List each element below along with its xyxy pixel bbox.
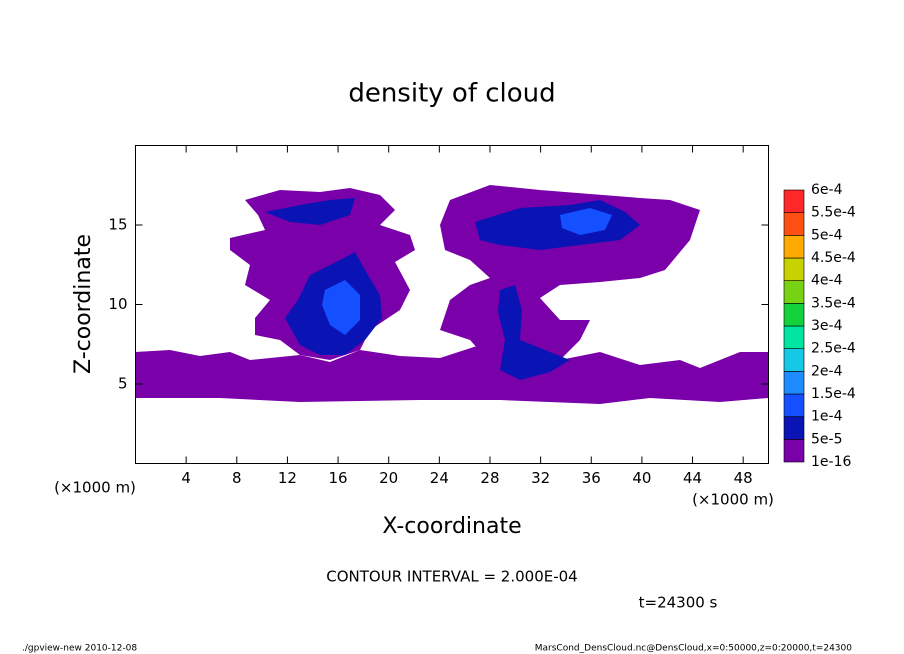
colorbar-label: 6e-4: [811, 182, 843, 198]
y-tick-label: 10: [108, 295, 127, 313]
colorbar-label: 4.5e-4: [811, 250, 856, 266]
colorbar-box: [783, 325, 805, 349]
contour-region: [498, 285, 570, 380]
x-tick-label: 20: [379, 469, 398, 487]
contour-field: [135, 185, 768, 404]
x-tick-label: 48: [734, 469, 753, 487]
time-label: t=24300 s: [639, 594, 718, 612]
colorbar-label: 3e-4: [811, 318, 843, 334]
colorbar-label: 2e-4: [811, 363, 843, 379]
x-tick-label: 36: [582, 469, 601, 487]
x-axis-label: X-coordinate: [382, 514, 521, 539]
colorbar-box: [783, 303, 805, 327]
colorbar-label: 5e-5: [811, 431, 842, 447]
x-tick-label: 32: [531, 469, 550, 487]
colorbar-label: 5.5e-4: [811, 205, 856, 221]
x-tick-label: 44: [683, 469, 702, 487]
contour-region: [135, 345, 768, 404]
x-tick-label: 12: [278, 469, 297, 487]
x-tick-label: 40: [632, 469, 651, 487]
footer-right: MarsCond_DensCloud.nc@DensCloud,x=0:5000…: [535, 644, 852, 654]
colorbar-label: 2.5e-4: [811, 341, 856, 357]
footer-left: ./gpview-new 2010-12-08: [22, 644, 137, 654]
colorbar-box: [783, 257, 805, 281]
x-tick-label: 4: [181, 469, 191, 487]
colorbar-box: [783, 212, 805, 236]
colorbar-label: 1e-16: [811, 454, 851, 470]
x-tick-label: 24: [430, 469, 449, 487]
x-tick-label: 16: [329, 469, 348, 487]
colorbar-box: [783, 280, 805, 304]
colorbar-label: 3.5e-4: [811, 295, 856, 311]
colorbar-box: [783, 439, 805, 463]
chart-title: density of cloud: [348, 79, 555, 109]
colorbar-label: 1e-4: [811, 409, 843, 425]
colorbar-label: 4e-4: [811, 273, 843, 289]
colorbar-box: [783, 189, 805, 213]
colorbar-box: [783, 371, 805, 395]
plot-frame: [135, 145, 769, 464]
colorbar-box: [783, 235, 805, 259]
colorbar-box: [783, 348, 805, 372]
x-unit-right: (×1000 m): [692, 491, 774, 509]
contour-interval: CONTOUR INTERVAL = 2.000E-04: [326, 568, 577, 586]
contour-region: [322, 280, 360, 335]
colorbar-box: [783, 416, 805, 440]
contour-region: [265, 198, 355, 225]
y-tick-label: 5: [118, 375, 128, 393]
colorbar-label: 5e-4: [811, 227, 843, 243]
y-tick-label: 15: [108, 216, 127, 234]
x-tick-label: 8: [232, 469, 242, 487]
x-unit-left: (×1000 m): [54, 479, 136, 497]
contour-region: [560, 208, 612, 235]
colorbar-box: [783, 393, 805, 417]
colorbar-label: 1.5e-4: [811, 386, 856, 402]
y-axis-label: Z-coordinate: [71, 234, 96, 374]
x-tick-label: 28: [480, 469, 499, 487]
